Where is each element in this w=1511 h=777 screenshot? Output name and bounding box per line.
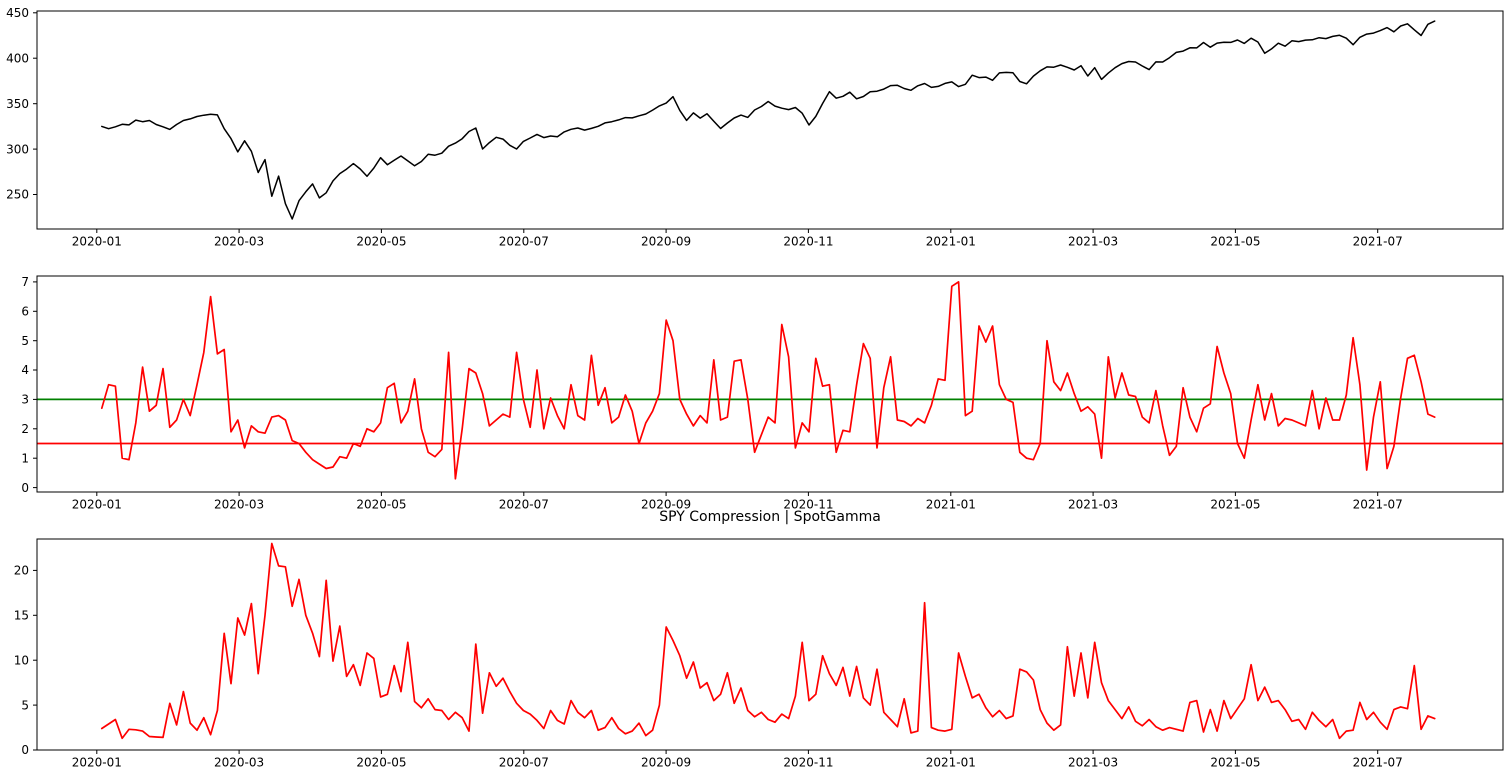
x-tick-label: 2020-01 [72, 756, 122, 770]
x-tick-label: 2021-07 [1353, 498, 1403, 512]
x-tick-label: 2020-09 [641, 756, 691, 770]
x-tick-label: 2020-01 [72, 498, 122, 512]
x-tick-label: 2021-03 [1068, 235, 1118, 249]
x-tick-label: 2021-03 [1068, 756, 1118, 770]
y-tick-label: 10 [14, 653, 29, 667]
x-tick-label: 2020-01 [72, 235, 122, 249]
x-tick-label: 2020-09 [641, 498, 691, 512]
x-tick-label: 2020-03 [214, 756, 264, 770]
x-tick-label: 2021-05 [1210, 235, 1260, 249]
panel-compression-ratio: 2020-01 2020-03 2020-05 2020-07 2020-09 2020-… [21, 275, 1504, 512]
x-tick-label: 2021-05 [1210, 498, 1260, 512]
y-tick-label: 15 [14, 609, 29, 623]
x-tick-label: 2020-07 [499, 498, 549, 512]
y-tick-label: 2 [21, 422, 29, 436]
x-tick-label: 2021-03 [1068, 498, 1118, 512]
panel-compression: 2020-01 2020-03 2020-05 2020-07 2020-09 2020-… [14, 538, 1504, 770]
y-tick-label: 7 [21, 275, 29, 289]
x-tick-label: 2021-07 [1353, 235, 1403, 249]
x-tick-label: 2020-05 [356, 498, 406, 512]
compression-line [100, 542, 1436, 740]
x-tick-label: 2020-03 [214, 235, 264, 249]
y-tick-label: 0 [21, 743, 29, 757]
y-tick-label: 20 [14, 564, 29, 578]
x-tick-label: 2020-07 [499, 235, 549, 249]
y-tick-label: 4 [21, 363, 29, 377]
x-tick-label: 2020-05 [356, 756, 406, 770]
x-tick-label: 2020-11 [783, 498, 833, 512]
y-tick-label: 250 [6, 188, 29, 202]
y-tick-label: 350 [6, 97, 29, 111]
axes-frame [36, 10, 1504, 230]
bottom-panel-title: SPY Compression | SpotGamma [659, 509, 881, 525]
axes-frame [36, 275, 1504, 493]
x-tick-label: 2020-11 [783, 756, 833, 770]
y-tick-label: 450 [6, 6, 29, 20]
y-tick-label: 3 [21, 393, 29, 407]
x-tick-label: 2021-01 [926, 756, 976, 770]
y-tick-label: 0 [21, 481, 29, 495]
y-tick-label: 1 [21, 451, 29, 465]
panel-spy-price: 2020-01 2020-03 2020-05 2020-07 2020-09 2020-… [6, 6, 1504, 249]
y-tick-label: 6 [21, 305, 29, 319]
x-tick-label: 2021-01 [926, 235, 976, 249]
x-tick-label: 2021-05 [1210, 756, 1260, 770]
x-tick-label: 2020-07 [499, 756, 549, 770]
y-tick-label: 5 [21, 698, 29, 712]
compression-ratio-line [100, 281, 1436, 480]
x-tick-label: 2020-03 [214, 498, 264, 512]
spy-price-line [101, 20, 1436, 220]
x-tick-label: 2021-01 [926, 498, 976, 512]
x-tick-label: 2020-09 [641, 235, 691, 249]
y-tick-label: 5 [21, 334, 29, 348]
y-tick-label: 400 [6, 51, 29, 65]
axes-frame [36, 538, 1504, 751]
x-tick-label: 2021-07 [1353, 756, 1403, 770]
y-tick-label: 300 [6, 142, 29, 156]
x-tick-label: 2020-11 [783, 235, 833, 249]
x-tick-label: 2020-05 [356, 235, 406, 249]
